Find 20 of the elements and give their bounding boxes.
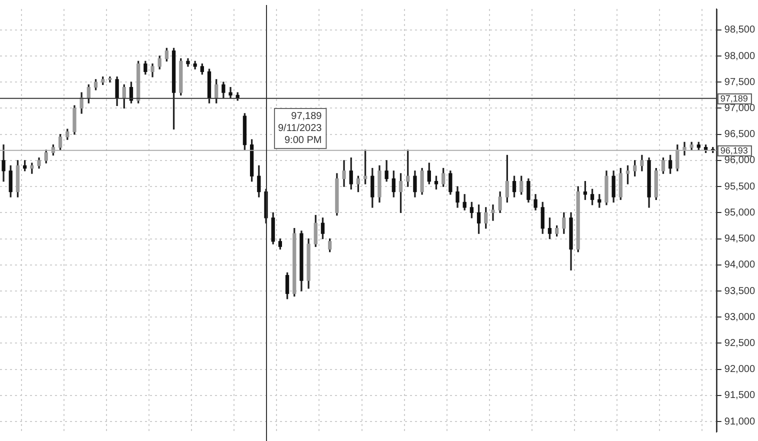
y-tick-label: 93,500	[724, 286, 756, 297]
y-tick-label: 91,500	[724, 390, 756, 402]
y-tick-label: 94,500	[724, 234, 756, 245]
y-tick-label: 93,000	[724, 312, 756, 323]
y-tick-label: 95,000	[724, 207, 756, 218]
y-tick-label: 92,500	[724, 338, 756, 349]
y-tick-label: 96,000	[724, 155, 756, 166]
ref-line-label: 96,193	[720, 145, 748, 156]
y-tick-label: 94,000	[724, 260, 756, 271]
y-tick-label: 98,000	[724, 50, 756, 62]
y-tick-label: 95,500	[724, 181, 756, 192]
y-tick-label: 97,000	[724, 102, 756, 114]
annotation: 97,189 9/11/2023 9:00 PM	[278, 110, 322, 146]
candlestick	[491, 204, 495, 221]
y-tick-label: 96,500	[724, 129, 756, 140]
y-tick-label: 91,000	[724, 416, 756, 428]
ref-line-label: 97,189	[720, 93, 748, 104]
y-tick-label: 97,500	[724, 76, 756, 88]
y-tick-label: 92,000	[724, 364, 756, 376]
y-tick-label: 98,500	[724, 24, 756, 36]
